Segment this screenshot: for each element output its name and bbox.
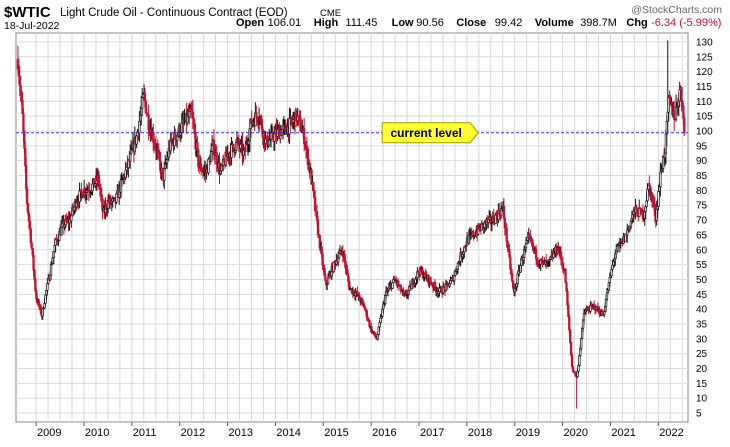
x-tick-label: 2013 [229, 427, 253, 439]
x-tick-label: 2010 [85, 427, 109, 439]
stat-value: 99.42 [495, 17, 523, 29]
stat-value: 111.45 [345, 17, 377, 29]
ohlc-stats-row: Open 106.01 High 111.45 Low 90.56 Close 99.42 Vo… [236, 17, 721, 29]
chart-instrument-name: Light Crude Oil - Continuous Contract (E… [60, 7, 288, 19]
stat-high: High 111.45 [314, 17, 378, 29]
x-tick-label: 2021 [611, 427, 635, 439]
ohlc-bar [683, 114, 686, 137]
x-tick-label: 2009 [37, 427, 61, 439]
y-tick-label: 90 [696, 156, 708, 167]
stat-label: Volume [535, 17, 574, 29]
y-tick-label: 125 [696, 52, 713, 63]
watermark: @StockCharts.com [631, 4, 722, 16]
y-tick-label: 80 [696, 186, 708, 197]
plot-area [15, 32, 689, 423]
y-tick-label: 55 [696, 260, 708, 271]
stat-label: Open [236, 17, 264, 29]
y-tick-label: 70 [696, 216, 708, 227]
stat-close: Close 99.42 [456, 17, 522, 29]
y-tick-label: 25 [696, 349, 708, 360]
y-tick-label: 30 [696, 334, 708, 345]
x-tick-label: 2014 [276, 427, 300, 439]
y-tick-label: 100 [696, 126, 713, 137]
stat-value: -6.34 (-5.99%) [651, 17, 721, 29]
y-tick-label: 40 [696, 305, 708, 316]
y-tick-label: 5 [696, 409, 702, 420]
callout-box [381, 122, 479, 144]
chart-exchange: CME [320, 8, 341, 19]
ohlc-bar [570, 352, 574, 368]
x-tick-label: 2022 [659, 427, 683, 439]
stat-volume: Volume 398.7M [535, 17, 617, 29]
y-tick-label: 45 [696, 290, 708, 301]
x-tick-label: 2011 [133, 427, 157, 439]
chart-symbol: $WTIC [4, 4, 51, 21]
stat-chg: Chg -6.34 (-5.99%) [626, 17, 721, 29]
y-tick-label: 35 [696, 320, 708, 331]
ohlc-bar [564, 267, 567, 283]
x-tick-label: 2017 [420, 427, 444, 439]
x-tick-label: 2015 [324, 427, 348, 439]
x-tick-label: 2019 [516, 427, 540, 439]
y-tick-label: 50 [696, 275, 708, 286]
chart-gridlines [15, 32, 689, 423]
y-tick-label: 20 [696, 364, 708, 375]
x-tick-label: 2012 [181, 427, 205, 439]
y-tick-label: 15 [696, 379, 708, 390]
stat-value: 90.56 [416, 17, 444, 29]
y-tick-label: 115 [696, 82, 712, 93]
stat-label: Low [392, 17, 414, 29]
y-tick-label: 65 [696, 230, 708, 241]
stat-label: High [314, 17, 339, 29]
y-tick-label: 10 [696, 394, 708, 405]
y-tick-label: 85 [696, 171, 708, 182]
stat-open: Open 106.01 [236, 17, 301, 29]
chart-date: 18-Jul-2022 [4, 20, 60, 32]
stat-value: 106.01 [268, 17, 302, 29]
x-tick-label: 2020 [564, 427, 588, 439]
y-tick-label: 110 [696, 97, 712, 108]
y-tick-label: 130 [696, 37, 713, 48]
y-tick-label: 60 [696, 245, 708, 256]
y-tick-label: 105 [696, 112, 713, 123]
y-tick-label: 120 [696, 67, 713, 78]
x-axis-tick-labels: 2009 2010 2011 2012 2013 2014 2015 2016 2017 2018… [35, 422, 684, 439]
stat-label: Chg [626, 17, 647, 29]
y-axis-tick-labels: 5 10 15 20 25 30 35 40 45 50 55 60 65 70 75 80 85 90 95 100… [696, 37, 713, 419]
y-tick-label: 95 [696, 141, 708, 152]
stat-value: 398.7M [580, 17, 617, 29]
stat-low: Low 90.56 [392, 17, 444, 29]
current-level-callout: current level [381, 122, 479, 144]
y-tick-label: 75 [696, 201, 708, 212]
x-tick-label: 2018 [468, 427, 492, 439]
callout-label: current level [391, 126, 462, 140]
x-tick-label: 2016 [372, 427, 396, 439]
stat-label: Close [456, 17, 486, 29]
